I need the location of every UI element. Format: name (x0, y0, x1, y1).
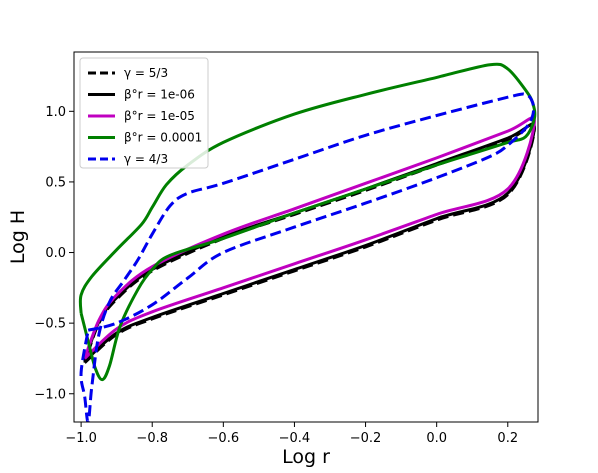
legend-label: γ = 4/3 (124, 152, 168, 166)
legend-label: γ = 5/3 (124, 66, 168, 80)
x-tick-label: −1.0 (65, 431, 97, 446)
x-tick-label: 0.0 (426, 431, 447, 446)
x-axis-label: Log r (282, 446, 330, 468)
x-tick-label: −0.2 (350, 431, 382, 446)
legend: γ = 5/3 β°r = 1e-06 β°r = 1e-05 β°r = 0.000… (79, 57, 209, 169)
x-tick-label: 0.2 (497, 431, 518, 446)
legend-label: β°r = 0.0001 (124, 131, 202, 145)
legend-label: β°r = 1e-05 (124, 109, 195, 123)
series-layer (78, 62, 537, 422)
x-tick-label: −0.8 (136, 431, 168, 446)
y-tick-label: 0.0 (45, 246, 66, 261)
plot-frame (73, 51, 539, 423)
series-line-3 (83, 116, 536, 360)
series-line-4 (78, 62, 537, 382)
legend-label: β°r = 1e-06 (124, 88, 195, 102)
ticks-layer: −1.0 −0.8 −0.6 −0.4 −0.2 0.0 0.2 −1.0 −0.5 0.0 0.5… (34, 105, 518, 446)
y-tick-label: −1.0 (34, 387, 66, 402)
x-tick-label: −0.6 (208, 431, 240, 446)
y-tick-label: 1.0 (45, 105, 66, 120)
x-tick-label: −0.4 (279, 431, 311, 446)
y-axis-label: Log H (7, 210, 29, 264)
series-line-5 (79, 92, 536, 422)
y-tick-label: −0.5 (34, 317, 66, 332)
legend-box (79, 57, 209, 169)
y-tick-label: 0.5 (45, 175, 66, 190)
